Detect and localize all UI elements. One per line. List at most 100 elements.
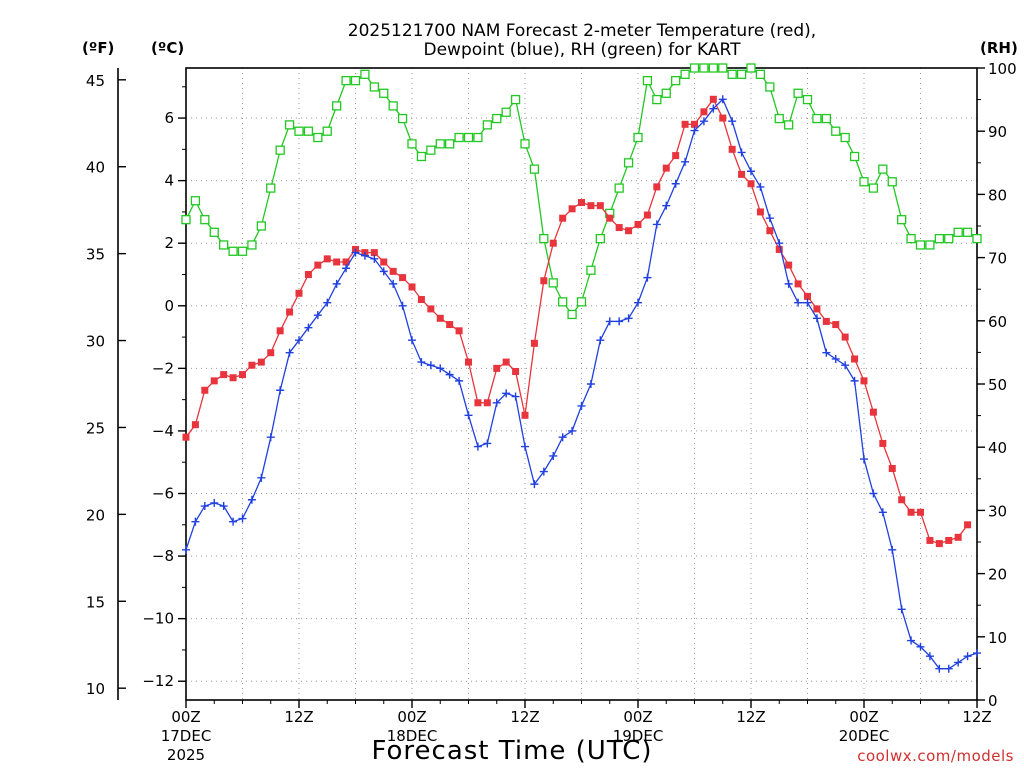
dewpoint-point xyxy=(671,179,680,188)
dewpoint-point xyxy=(182,545,190,554)
temperature-point xyxy=(709,95,717,103)
fahrenheit-tick-label: 25 xyxy=(86,419,105,437)
rh-tick-label: 30 xyxy=(988,502,1007,520)
temperature-point xyxy=(869,408,877,416)
rh-point xyxy=(181,215,191,225)
rh-point xyxy=(539,233,549,244)
rh-point xyxy=(784,120,794,130)
temperature-point xyxy=(380,258,388,266)
rh-point xyxy=(774,113,784,124)
time-tick-date: 20DEC xyxy=(839,727,890,745)
dewpoint-point xyxy=(878,508,887,517)
temperature-point xyxy=(841,333,849,341)
rh-point xyxy=(680,69,690,79)
rh-unit-label: (RH) xyxy=(980,39,1018,57)
temperature-point xyxy=(964,521,972,529)
time-tick-label: 00Z xyxy=(397,708,426,726)
rh-point xyxy=(492,113,502,124)
temperature-point xyxy=(191,421,199,429)
rh-point xyxy=(812,113,822,124)
temperature-point xyxy=(474,399,482,407)
dewpoint-point xyxy=(539,467,548,476)
dewpoint-point xyxy=(586,380,595,388)
rh-point xyxy=(397,113,408,124)
dewpoint-point xyxy=(756,182,765,191)
dewpoint-point xyxy=(699,117,708,126)
temperature-point xyxy=(681,120,689,128)
chart-title-line2: Dewpoint (blue), RH (green) for KART xyxy=(423,40,741,60)
temperature-point xyxy=(587,202,595,210)
rh-point xyxy=(200,215,210,225)
rh-point xyxy=(360,69,370,79)
rh-point xyxy=(266,183,276,193)
rh-point xyxy=(369,82,379,92)
temperature-point xyxy=(888,464,896,472)
dewpoint-point xyxy=(492,398,501,407)
celsius-tick-label: 6 xyxy=(164,109,174,127)
dewpoint-point xyxy=(473,442,482,451)
rh-point xyxy=(906,233,916,244)
rh-point xyxy=(303,126,314,136)
dewpoint-point xyxy=(831,354,840,363)
rh-line xyxy=(185,67,978,316)
temperature-point xyxy=(615,224,623,232)
temperature-point xyxy=(879,439,887,447)
temperature-point xyxy=(323,255,331,263)
dewpoint-point xyxy=(464,411,473,420)
rh-point xyxy=(520,139,530,149)
celsius-tick-label: 0 xyxy=(164,297,174,315)
temperature-point xyxy=(804,292,811,300)
temperature-point xyxy=(248,361,256,369)
rh-point xyxy=(388,101,398,111)
rh-point xyxy=(247,240,257,250)
time-tick-label: 12Z xyxy=(736,708,765,726)
temperature-point xyxy=(229,374,237,382)
temperature-point xyxy=(483,399,491,407)
dewpoint-point xyxy=(360,251,369,260)
rh-point xyxy=(727,69,737,79)
dewpoint-point xyxy=(925,652,934,661)
time-tick-label: 12Z xyxy=(962,708,991,726)
fahrenheit-ticks: 45 40 35 30 25 20 15 10 xyxy=(86,72,126,698)
dewpoint-point xyxy=(888,545,897,554)
dewpoint-point xyxy=(342,264,351,273)
temperature-point xyxy=(643,211,651,219)
temperature-point xyxy=(417,296,425,304)
dewpoint-point xyxy=(935,664,944,673)
rh-point xyxy=(802,94,813,105)
dewpoint-point xyxy=(794,298,803,307)
rh-point xyxy=(256,221,266,231)
dewpoint-point xyxy=(408,336,416,345)
dewpoint-point xyxy=(643,273,652,282)
rh-point xyxy=(416,151,427,162)
temperature-point xyxy=(530,339,538,347)
rh-point xyxy=(736,69,747,79)
temperature-point xyxy=(549,239,557,247)
rh-point xyxy=(463,132,474,143)
temperature-point xyxy=(813,305,821,313)
time-tick-date: 19DEC xyxy=(613,727,664,745)
rh-point xyxy=(275,145,285,155)
rh-point xyxy=(962,227,973,237)
rh-point xyxy=(548,278,558,288)
celsius-ticks: 6 4 2 0 −2 −4 −6 −8 −10 −12 xyxy=(142,86,186,690)
temperature-point xyxy=(738,170,746,178)
dewpoint-point xyxy=(841,361,850,370)
dewpoint-point xyxy=(313,311,322,320)
dewpoint-point xyxy=(455,376,464,385)
temperature-point xyxy=(182,433,190,441)
dewpoint-point xyxy=(379,267,388,276)
rh-point xyxy=(915,240,926,250)
celsius-tick-label: 4 xyxy=(164,172,174,190)
dewpoint-point xyxy=(615,317,624,326)
dewpoint-point xyxy=(530,480,539,489)
temperature-point xyxy=(399,274,407,282)
temperature-point xyxy=(653,183,661,191)
rh-point xyxy=(633,132,643,143)
rh-point xyxy=(435,139,445,149)
rh-point xyxy=(482,120,492,130)
temperature-point xyxy=(794,280,802,288)
rh-point xyxy=(501,107,511,117)
rh-point xyxy=(228,246,238,256)
dewpoint-point xyxy=(728,117,737,126)
